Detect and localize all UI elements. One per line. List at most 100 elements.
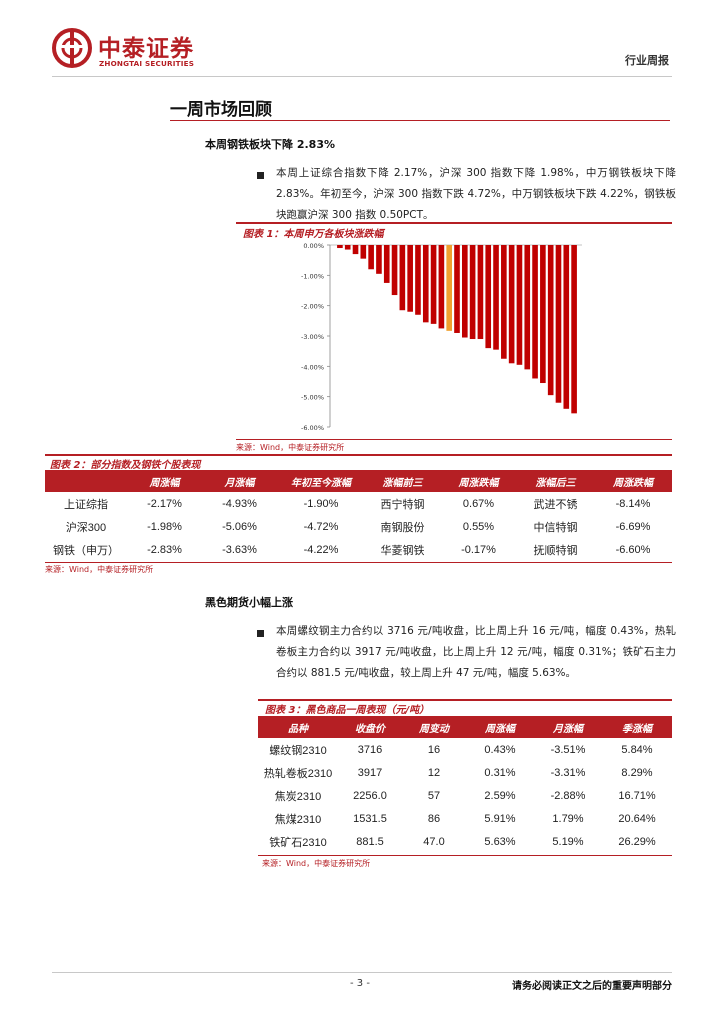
bar xyxy=(422,245,429,323)
table-cell: 中信特钢 xyxy=(533,521,578,534)
bar xyxy=(571,245,577,414)
table-cell: 20.64% xyxy=(618,812,656,825)
table-cell: 86 xyxy=(427,812,441,825)
report-type-label: 行业周报 xyxy=(625,54,669,67)
bar xyxy=(430,245,437,324)
bar xyxy=(501,245,507,359)
bar xyxy=(493,245,499,350)
table2-top-rule xyxy=(45,454,672,456)
bar xyxy=(462,245,468,338)
table-cell: 26.29% xyxy=(618,835,656,848)
figure1-caption: 图表 1：本周申万各板块涨跌幅 xyxy=(243,229,384,240)
section-divider xyxy=(170,120,670,121)
table-cell: -1.98% xyxy=(147,520,182,533)
figure1-source: 来源：Wind，中泰证券研究所 xyxy=(236,443,345,452)
sector-change-chart: 0.00% -1.00% -2.00% -3.00% -4.00% -5.00% -6.00… xyxy=(301,242,582,432)
bar xyxy=(368,245,374,270)
table-cell: 螺纹钢2310 xyxy=(269,744,327,757)
table-row: 焦煤2310 1531.5 86 5.91% 1.79% 20.64% xyxy=(258,807,672,830)
table-cell: 铁矿石2310 xyxy=(269,836,327,849)
bar xyxy=(407,245,413,312)
table3-source: 来源：Wind，中泰证券研究所 xyxy=(262,859,371,868)
bar xyxy=(352,245,359,255)
table-row: 铁矿石2310 881.5 47.0 5.63% 5.19% 26.29% xyxy=(258,830,672,853)
table3-caption: 图表 3：黑色商品一周表现（元/吨） xyxy=(265,705,430,716)
bar xyxy=(376,245,382,274)
bullet-icon xyxy=(257,172,264,179)
y-tick-label: -3.00% xyxy=(301,333,324,341)
table-cell: 1531.5 xyxy=(353,812,387,825)
page-number: - 3 - xyxy=(350,978,370,989)
table-cell: -2.17% xyxy=(147,497,182,510)
bar-steel-sector xyxy=(446,245,452,331)
bar xyxy=(391,245,398,296)
section-title: 一周市场回顾 xyxy=(170,100,272,120)
table-cell: -6.69% xyxy=(615,520,651,533)
subsection-title-steel: 本周钢铁板块下降 2.83% xyxy=(205,138,335,151)
table-cell: 0.31% xyxy=(484,766,516,779)
y-tick-label: 0.00% xyxy=(303,242,324,250)
header-divider xyxy=(52,76,672,77)
black-commodity-table: 品种 收盘价 周变动 周涨幅 月涨幅 季涨幅 螺纹钢2310 3716 16 0… xyxy=(258,716,672,853)
table2-bottom-rule xyxy=(45,562,672,563)
figure1-bottom-rule xyxy=(236,439,672,440)
table-cell: -4.93% xyxy=(222,497,257,510)
bar xyxy=(547,245,554,396)
table-row: 焦炭2310 2256.0 57 2.59% -2.88% 16.71% xyxy=(258,784,672,807)
table-header-cell: 涨幅后三 xyxy=(517,470,594,492)
table-cell: 武进不锈 xyxy=(533,498,578,511)
table-cell: -6.60% xyxy=(615,543,651,556)
bar xyxy=(344,245,351,250)
table-cell: 热轧卷板2310 xyxy=(263,767,333,780)
brand-logo: 中泰证券 ZHONGTAI SECURITIES xyxy=(52,28,222,74)
table-cell: 57 xyxy=(427,789,441,802)
table-header-cell: 周涨幅 xyxy=(466,716,534,738)
table-header-cell: 月涨幅 xyxy=(534,716,602,738)
table-cell: 881.5 xyxy=(356,835,384,848)
table-row: 钢铁（申万） -2.83% -3.63% -4.22% 华菱钢铁 -0.17% … xyxy=(45,538,672,561)
table-header-cell: 月涨幅 xyxy=(202,470,277,492)
table-cell: -3.63% xyxy=(222,543,257,556)
table-cell: 5.84% xyxy=(621,743,653,756)
table-cell: -5.06% xyxy=(222,520,257,533)
table-header-cell: 周涨幅 xyxy=(127,470,202,492)
bar xyxy=(555,245,562,403)
table-cell: 沪深300 xyxy=(65,521,107,534)
table-cell: -0.17% xyxy=(461,543,496,556)
table-cell: 5.63% xyxy=(484,835,516,848)
table-cell: -3.51% xyxy=(550,743,586,756)
table-cell: 抚顺特钢 xyxy=(533,544,578,557)
table-header-cell: 涨幅前三 xyxy=(365,470,440,492)
bar xyxy=(415,245,421,315)
y-tick-label: -4.00% xyxy=(301,363,324,371)
table-cell: 47.0 xyxy=(423,835,445,848)
y-tick-label: -1.00% xyxy=(301,272,324,280)
table-row: 螺纹钢2310 3716 16 0.43% -3.51% 5.84% xyxy=(258,738,672,761)
footer-disclaimer: 请务必阅读正文之后的重要声明部分 xyxy=(512,981,672,992)
table-cell: 5.19% xyxy=(552,835,584,848)
bar xyxy=(383,245,390,283)
table-cell: 华菱钢铁 xyxy=(380,544,425,557)
bar xyxy=(540,245,546,384)
paragraph-index-summary: 本周上证综合指数下降 2.17%，沪深 300 指数下降 1.98%，中万钢铁板… xyxy=(276,167,676,221)
bar xyxy=(485,245,492,349)
table-cell: 16.71% xyxy=(618,789,656,802)
table-header-cell: 年初至今涨幅 xyxy=(277,470,365,492)
table-cell: 0.43% xyxy=(484,743,516,756)
table-cell: -2.83% xyxy=(147,543,182,556)
table-cell: 西宁特钢 xyxy=(380,498,425,511)
table3-bottom-rule xyxy=(258,855,672,856)
table-row: 上证综指 -2.17% -4.93% -1.90% 西宁特钢 0.67% 武进不… xyxy=(45,492,672,515)
table-row: 沪深300 -1.98% -5.06% -4.72% 南钢股份 0.55% 中信… xyxy=(45,515,672,538)
y-tick-label: -6.00% xyxy=(301,424,324,432)
y-tick-label: -2.00% xyxy=(301,303,324,311)
index-stock-table: 周涨幅 月涨幅 年初至今涨幅 涨幅前三 周涨跌幅 涨幅后三 周涨跌幅 上证综指 … xyxy=(45,470,672,561)
table-cell: 钢铁（申万） xyxy=(53,544,119,557)
table2-caption: 图表 2：部分指数及钢铁个股表现 xyxy=(50,460,201,471)
bar xyxy=(563,245,570,409)
brand-name-cn: 中泰证券 xyxy=(98,36,194,62)
table-cell: -8.14% xyxy=(615,497,651,510)
table-cell: 焦炭2310 xyxy=(274,790,322,803)
table-cell: 2256.0 xyxy=(353,789,387,802)
table-cell: 0.55% xyxy=(462,520,495,533)
